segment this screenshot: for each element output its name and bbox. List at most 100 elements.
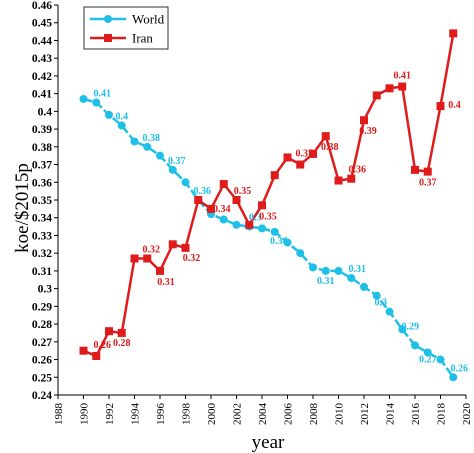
- y-tick-label: 0.41: [32, 89, 52, 101]
- x-tick-label: 2006: [283, 403, 295, 426]
- y-tick-label: 0.25: [32, 372, 52, 384]
- y-tick-label: 0.38: [32, 142, 52, 154]
- iran-data-label: 0.34: [213, 204, 231, 215]
- y-tick-label: 0.26: [32, 355, 52, 367]
- world-point: [79, 94, 88, 103]
- world-data-label: 0.38: [143, 133, 161, 144]
- y-tick-label: 0.45: [32, 18, 52, 30]
- world-data-label: 0.31: [349, 264, 367, 275]
- iran-data-label: 0.36: [349, 165, 367, 176]
- iran-data-label: 0.28: [113, 338, 131, 349]
- world-data-label: 0.4: [116, 112, 129, 123]
- y-tick-label: 0.4: [38, 106, 53, 118]
- data-label-layer: 0.41 0.4 0.38 0.37 0.36 0.3 0.34 0.31 0.31 0.3 0.2…: [94, 71, 469, 375]
- x-tick-label: 2018: [436, 403, 448, 426]
- iran-point: [309, 149, 317, 158]
- world-data-label: 0.41: [94, 89, 112, 100]
- world-data-label: 0.36: [194, 186, 212, 197]
- iran-data-label: 0.26: [94, 340, 112, 351]
- iran-data-label: 0.31: [157, 277, 175, 288]
- y-axis: 0.24 0.25 0.26 0.27 0.28 0.29 0.3 0.31 0.32 0.33 0…: [32, 0, 59, 402]
- y-tick-label: 0.29: [32, 301, 52, 313]
- iran-data-label: 0.38: [321, 142, 339, 153]
- iran-point: [168, 240, 177, 249]
- y-tick-label: 0.3: [38, 284, 53, 296]
- iran-point: [130, 254, 139, 263]
- legend-iran-marker: [104, 34, 112, 42]
- iran-point: [360, 116, 368, 125]
- world-point: [411, 341, 419, 350]
- iran-point: [372, 91, 381, 100]
- legend-world-marker: [104, 15, 112, 23]
- iran-point: [79, 346, 88, 355]
- world-data-label: 0.26: [451, 363, 469, 374]
- iran-data-label: 0.4: [448, 100, 461, 111]
- iran-point: [105, 327, 113, 336]
- world-point: [117, 121, 126, 130]
- y-tick-label: 0.28: [32, 319, 52, 331]
- world-point: [130, 137, 139, 146]
- x-tick-label: 2010: [334, 403, 346, 426]
- iran-point: [219, 180, 228, 189]
- world-data-label: 0.3: [249, 213, 262, 224]
- legend-world-label: World: [132, 12, 165, 27]
- iran-point: [181, 243, 190, 252]
- x-tick-label: 1996: [155, 403, 167, 426]
- iran-point: [423, 167, 432, 176]
- legend-iran-label: Iran: [132, 31, 153, 46]
- y-tick-label: 0.44: [32, 35, 52, 47]
- iran-point: [194, 196, 203, 204]
- iran-data-label: 0.35: [259, 211, 277, 222]
- x-tick-label: 2002: [232, 403, 244, 425]
- iran-point: [156, 266, 164, 275]
- y-tick-label: 0.37: [32, 160, 52, 172]
- world-point: [270, 227, 279, 236]
- world-point: [436, 355, 445, 364]
- iran-point: [207, 204, 215, 213]
- iran-data-label: 0.35: [234, 186, 252, 197]
- world-point: [105, 110, 113, 119]
- x-tick-label: 2014: [385, 403, 397, 426]
- y-tick-label: 0.35: [32, 195, 52, 207]
- world-point: [385, 307, 394, 316]
- y-tick-label: 0.36: [32, 177, 52, 189]
- world-data-label: 0.29: [402, 321, 420, 332]
- x-tick-label: 1994: [130, 403, 142, 426]
- iran-point: [411, 165, 419, 174]
- iran-point: [449, 29, 458, 38]
- world-point: [423, 348, 432, 357]
- iran-point: [385, 84, 394, 93]
- iran-data-label: 0.37: [419, 178, 437, 189]
- y-axis-label: koe/$2015p: [12, 163, 33, 253]
- world-data-label: 0.27: [419, 354, 437, 365]
- world-point: [296, 249, 305, 258]
- x-axis-label: year: [252, 432, 285, 453]
- iran-data-label: 0.32: [183, 253, 201, 264]
- y-tick-label: 0.27: [32, 337, 52, 349]
- x-tick-label: 1998: [181, 403, 193, 426]
- world-data-label: 0.31: [317, 276, 335, 287]
- iran-point: [258, 201, 266, 210]
- x-tick-label: 2012: [359, 403, 371, 425]
- iran-point: [334, 176, 343, 185]
- y-tick-label: 0.39: [32, 124, 52, 136]
- x-tick-label: 1990: [79, 403, 91, 426]
- world-point: [156, 151, 164, 160]
- iran-data-label: 0.41: [394, 71, 412, 82]
- world-point: [258, 224, 266, 233]
- iran-point: [270, 171, 279, 180]
- x-tick-label: 2004: [257, 403, 269, 426]
- y-tick-label: 0.32: [32, 248, 52, 260]
- iran-point: [398, 82, 407, 91]
- world-point: [283, 238, 292, 247]
- iran-point: [117, 328, 126, 337]
- world-data-label: 0.37: [168, 156, 186, 167]
- iran-data-label: 0.37: [296, 149, 314, 160]
- world-point: [334, 266, 343, 275]
- series-layer: [79, 29, 458, 382]
- y-tick-label: 0.34: [32, 213, 52, 225]
- iran-point: [283, 153, 292, 162]
- x-tick-label: 2020: [461, 403, 473, 426]
- world-point: [92, 98, 101, 107]
- world-point: [309, 263, 317, 272]
